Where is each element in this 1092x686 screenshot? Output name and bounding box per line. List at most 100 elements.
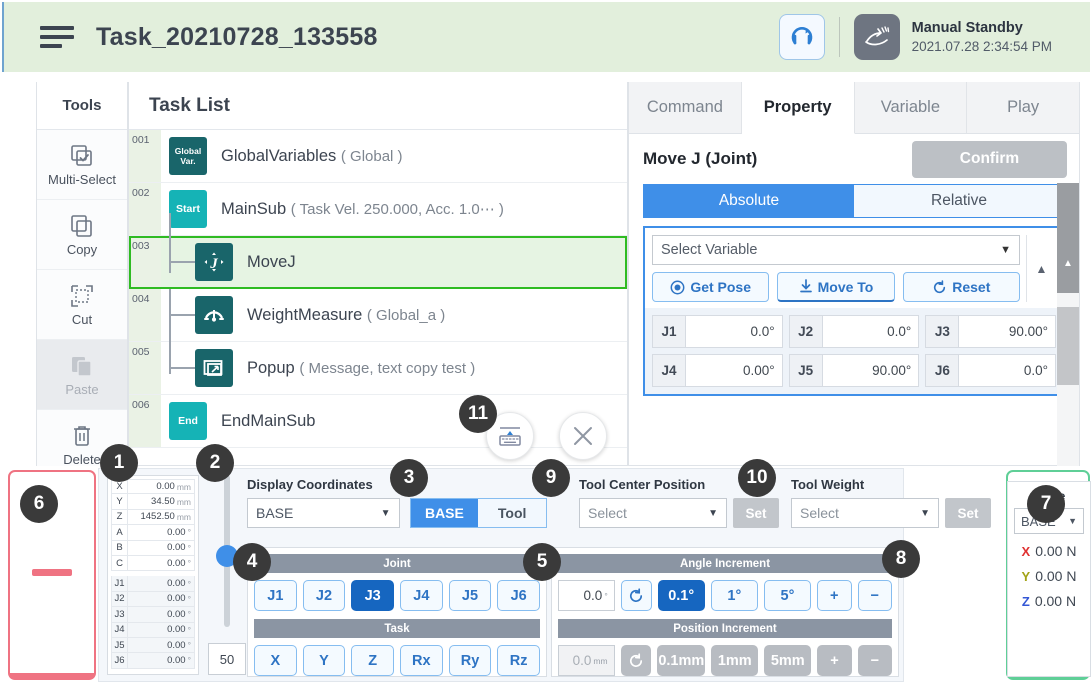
jog-button-j3[interactable]: J3 [351,580,394,611]
tool-center-dropdown[interactable]: Select ▼ [579,498,727,528]
position-increment-row: 0.0 mm 0.1mm 1mm 5mm + − [558,645,892,676]
jog-button-j1[interactable]: J1 [254,580,297,611]
force-value: 0.00 N [1035,568,1077,584]
coord-value: 34.50 [151,496,175,508]
jog-button-j4[interactable]: J4 [400,580,443,611]
select-variable-dropdown[interactable]: Select Variable ▼ [652,235,1020,265]
joint-field-j2[interactable]: J2 0.0° [788,315,920,348]
joint-field-j5[interactable]: J5 90.00° [788,354,920,387]
coord-row-j3: J3 0.00 ° [111,607,195,623]
tab-command[interactable]: Command [629,82,742,134]
position-step-5mm: 5mm [764,645,812,676]
confirm-button[interactable]: Confirm [912,140,1067,178]
coord-value: 0.00 [167,639,186,651]
display-coordinates-label: Display Coordinates [247,477,373,492]
absolute-relative-toggle: Absolute Relative [643,184,1065,218]
jog-button-rz[interactable]: Rz [497,645,540,676]
table-row[interactable]: 001 Global Var. GlobalVariables ( Global… [129,130,627,183]
jog-button-ry[interactable]: Ry [448,645,492,676]
angle-decrease-button[interactable]: − [857,580,892,611]
speed-slider-thumb[interactable] [216,545,238,567]
table-row[interactable]: 002 Start MainSub ( Task Vel. 250.000, A… [129,183,627,236]
joint-key: J6 [926,355,960,386]
power-cycle-icon[interactable] [778,14,825,60]
angle-step-1[interactable]: 1° [710,580,758,611]
joint-field-j1[interactable]: J1 0.0° [652,315,783,348]
coordinate-frame-dropdown[interactable]: BASE ▼ [247,498,400,528]
angle-step-0_1[interactable]: 0.1° [657,580,705,611]
joint-field-j6[interactable]: J6 0.0° [925,354,1056,387]
frame-segmented-control: BASE Tool [409,498,547,528]
mode-absolute[interactable]: Absolute [644,185,854,217]
jog-button-j5[interactable]: J5 [448,580,492,611]
tab-variable[interactable]: Variable [854,82,968,134]
mode-relative[interactable]: Relative [854,185,1064,217]
jog-button-x[interactable]: X [254,645,297,676]
tool-multi-select[interactable]: Multi-Select [37,130,127,200]
chevron-up-icon: ▲ [1035,261,1048,276]
angle-increment-row: 0.0 ° 0.1° 1° 5° + − [558,580,892,611]
coord-key: Y [112,494,128,509]
start-badge: Start [169,190,207,228]
tool-weight-dropdown[interactable]: Select ▼ [791,498,939,528]
get-pose-label: Get Pose [690,279,752,295]
position-reset-button [620,645,652,676]
angle-reset-button[interactable] [620,580,652,611]
speed-value[interactable]: 50 [208,643,246,675]
minus-bar-icon [32,569,72,576]
end-badge: End [169,402,207,440]
tree-line [169,213,171,273]
move-to-label: Move To [817,278,874,295]
tab-property[interactable]: Property [741,82,855,134]
coord-row-y: Y 34.50 mm [111,494,195,510]
coord-key: X [112,480,128,494]
coord-row-j1: J1 0.00 ° [111,576,195,592]
property-scrollbar[interactable]: ▲ [1057,183,1079,466]
joint-field-j4[interactable]: J4 0.00° [652,354,783,387]
table-row[interactable]: 003 J MoveJ [129,213,627,289]
coord-value: 0.00 [167,526,186,538]
angle-value-field[interactable]: 0.0 ° [558,580,615,611]
tool-copy[interactable]: Copy [37,200,127,270]
joint-key: J5 [789,355,823,386]
hamburger-icon[interactable] [40,24,74,50]
scrollbar-thumb[interactable]: ▲ [1057,183,1079,293]
status-text: Manual Standby 2021.07.28 2:34:54 PM [912,19,1052,55]
jog-button-z[interactable]: Z [351,645,394,676]
frame-base-button[interactable]: BASE [410,499,479,527]
jog-button-j2[interactable]: J2 [302,580,346,611]
table-row[interactable]: 004 WeightMeasure ( Global_a ) [129,268,627,342]
coord-unit: mm [176,481,191,492]
coord-value: 0.00 [167,578,186,590]
header-status-area: Manual Standby 2021.07.28 2:34:54 PM [778,14,1090,60]
manual-hand-icon [853,14,900,60]
jog-button-y[interactable]: Y [302,645,346,676]
move-to-button[interactable]: Move To [777,272,895,302]
table-row[interactable]: 005 Popup ( Message, text copy test ) [129,321,627,395]
coord-unit: ° [187,578,191,589]
scroll-up-button[interactable]: ▲ [1026,235,1056,302]
jog-button-rx[interactable]: Rx [400,645,443,676]
tool-center-set-button[interactable]: Set [733,498,779,528]
row-number: 003 [129,236,161,288]
row-name: MainSub [221,199,287,218]
frame-tool-button[interactable]: Tool [478,499,547,527]
reset-button[interactable]: Reset [902,272,1020,302]
table-row[interactable]: 006 End EndMainSub [129,395,627,448]
jog-button-j6[interactable]: J6 [497,580,540,611]
page-title: Task_20210728_133558 [96,22,378,51]
tab-play[interactable]: Play [967,82,1079,134]
tool-weight-set-button[interactable]: Set [945,498,991,528]
close-icon[interactable] [559,412,607,460]
tool-label: Delete [63,451,101,467]
status-mode: Manual Standby [911,19,1023,36]
scrollbar-track-segment[interactable] [1057,307,1079,385]
joint-field-j3[interactable]: J3 90.00° [925,315,1056,348]
angle-step-5[interactable]: 5° [763,580,811,611]
angle-increase-button[interactable]: + [817,580,852,611]
coord-unit: ° [187,527,191,538]
position-step-0_1mm: 0.1mm [657,645,706,676]
row-label: GlobalVariables ( Global ) [221,147,403,166]
tool-cut[interactable]: Cut [37,270,127,340]
get-pose-button[interactable]: Get Pose [652,272,770,302]
